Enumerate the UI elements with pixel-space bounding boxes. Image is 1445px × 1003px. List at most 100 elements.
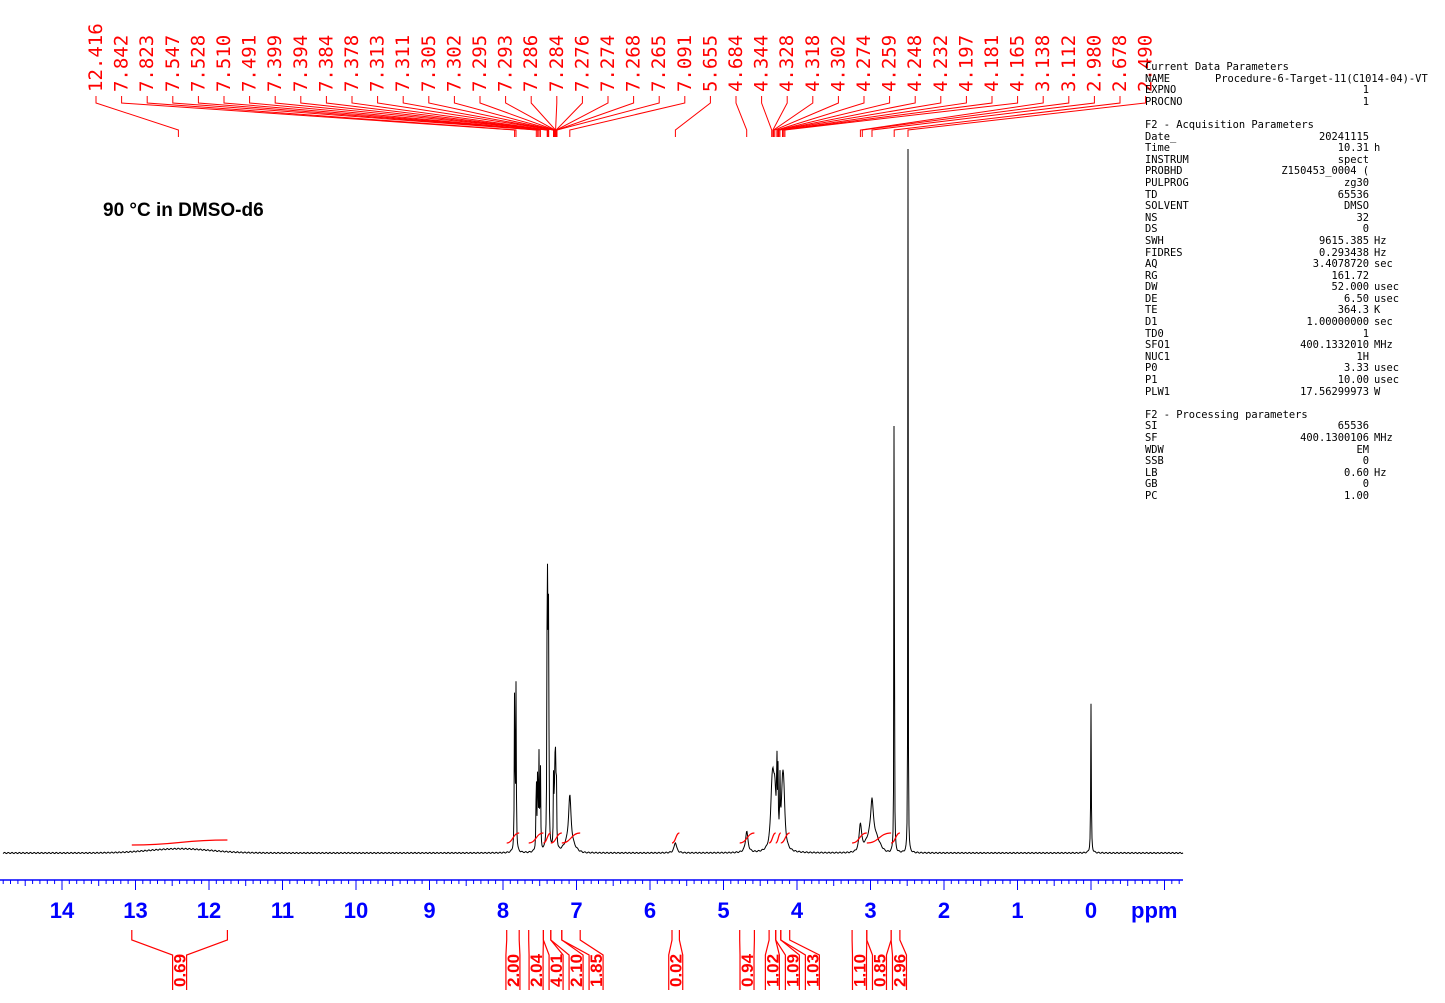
integral-value: 1.02 [763, 954, 782, 987]
param-unit [1369, 97, 1374, 109]
integral-value: 0.85 [870, 954, 889, 987]
integral-curve [866, 832, 892, 844]
peak-label: 7.491 [239, 35, 261, 92]
param-key: TE [1145, 304, 1158, 317]
param-value: 1.00 [1343, 489, 1369, 502]
param-value: 161.72 [1331, 269, 1369, 282]
integral-label-layer: 0.69 2.00 2.04 4.01 2.10 1.85 0.02 0.94 1.02 1.09… [131, 930, 909, 990]
peak-label: 4.248 [904, 35, 926, 92]
peak-label: 7.823 [136, 35, 158, 92]
peak-label: 7.286 [520, 35, 542, 92]
peak-label: 7.091 [674, 35, 696, 92]
integral-bracket [505, 930, 521, 990]
param-key: Time [1145, 142, 1171, 155]
param-unit: h [1374, 142, 1381, 155]
param-key: DS [1145, 223, 1158, 236]
param-key: P0 [1145, 362, 1158, 375]
integral-value: 2.10 [567, 954, 586, 987]
param-key: Date_ [1145, 130, 1177, 143]
integral-value: 1.10 [850, 954, 869, 987]
peak-label-layer: 12.416 7.842 7.823 7.547 7.528 7.510 7.491 7.39… [85, 23, 1157, 137]
integral-curve [671, 832, 680, 844]
tick-label: 7 [570, 898, 582, 923]
tick-label: 13 [123, 898, 147, 923]
integral-value: 1.09 [783, 954, 802, 987]
param-row: P1 10.00 usec [1145, 374, 1441, 387]
param-key: RG [1145, 269, 1158, 282]
param-value: 0.60 [1343, 466, 1369, 479]
integral-curve [890, 832, 901, 844]
peak-connector [223, 96, 540, 137]
peak-label: 2.980 [1083, 35, 1105, 92]
peak-label: 7.268 [623, 35, 645, 92]
tick-label: 10 [344, 898, 368, 923]
peak-connector [861, 96, 1070, 137]
param-row: WDW EM [1145, 443, 1441, 457]
peak-connector [784, 96, 1019, 137]
tick-label: 8 [497, 898, 509, 923]
peak-connector [197, 96, 539, 137]
integral-value: 0.69 [171, 954, 190, 987]
peak-label: 7.399 [264, 35, 286, 92]
param-row: EXPNO 1 [1145, 85, 1441, 97]
integral-curve [543, 832, 551, 844]
param-row: D1 1.00000000 sec [1145, 316, 1441, 329]
tick-label: 14 [50, 898, 75, 923]
param-row: TD 65536 [1145, 189, 1441, 202]
integral-value: 2.96 [890, 954, 909, 987]
param-value: 400.1332010 [1300, 339, 1369, 352]
integral-bracket [668, 930, 684, 990]
param-value: 1 [1362, 95, 1369, 108]
peak-connector [779, 96, 942, 137]
integral-bracket [739, 930, 755, 990]
param-unit: usec [1374, 292, 1400, 305]
param-key: SOLVENT [1145, 200, 1189, 213]
param-key: PULPROG [1145, 176, 1189, 189]
integral-curve [550, 832, 562, 844]
param-row: SOLVENT DMSO [1145, 201, 1441, 213]
peak-label: 7.842 [111, 35, 133, 92]
param-key: PLW1 [1145, 385, 1171, 398]
param-value: 1H [1356, 350, 1369, 363]
param-unit: Hz [1374, 246, 1387, 259]
param-row: SSB 0 [1145, 456, 1441, 468]
peak-label: 7.276 [571, 35, 593, 92]
peak-label: 4.302 [827, 35, 849, 92]
peak-connector [555, 96, 558, 137]
param-unit: usec [1374, 374, 1400, 387]
param-key: SF [1145, 432, 1158, 444]
param-value: 0 [1362, 455, 1369, 468]
peak-label: 7.265 [648, 35, 670, 92]
param-value: 1.00000000 [1306, 316, 1369, 329]
param-value: 0 [1362, 478, 1369, 491]
integral-value: 0.94 [738, 953, 757, 987]
peak-connector [777, 96, 891, 137]
integral-curve [561, 832, 581, 844]
processing-params-list: SI 65536 SF 400.1300106 MHz WDW EM SSB 0 LB 0.60 Hz… [1145, 421, 1441, 502]
param-row: SWH 9615.385 Hz [1145, 234, 1441, 248]
peak-label: 4.259 [879, 35, 901, 92]
param-value: 9615.385 [1318, 234, 1369, 247]
param-key: TD0 [1145, 327, 1164, 340]
integral-curve [506, 832, 520, 844]
peak-label: 7.295 [469, 35, 491, 92]
param-row: SFO1 400.1332010 MHz [1145, 340, 1441, 352]
peak-label: 3.138 [1032, 35, 1054, 92]
peak-connector [556, 96, 660, 137]
peak-label: 7.378 [341, 35, 363, 92]
param-unit: W [1374, 385, 1381, 398]
param-row: FIDRES 0.293438 Hz [1145, 246, 1441, 260]
peak-connector [871, 96, 1095, 137]
peak-label: 7.305 [418, 35, 440, 92]
param-unit [1428, 74, 1433, 86]
param-unit [1369, 166, 1374, 178]
param-row: Date_ 20241115 [1145, 130, 1441, 144]
param-row: SI 65536 [1145, 421, 1441, 433]
integral-curve [768, 832, 776, 844]
tick-label: 1 [1011, 898, 1023, 923]
param-value: 17.56299973 [1300, 385, 1369, 398]
integral-value: 2.04 [527, 953, 546, 987]
param-value: EM [1356, 443, 1369, 456]
tick-label: 3 [864, 898, 876, 923]
peak-label: 4.684 [725, 35, 747, 92]
